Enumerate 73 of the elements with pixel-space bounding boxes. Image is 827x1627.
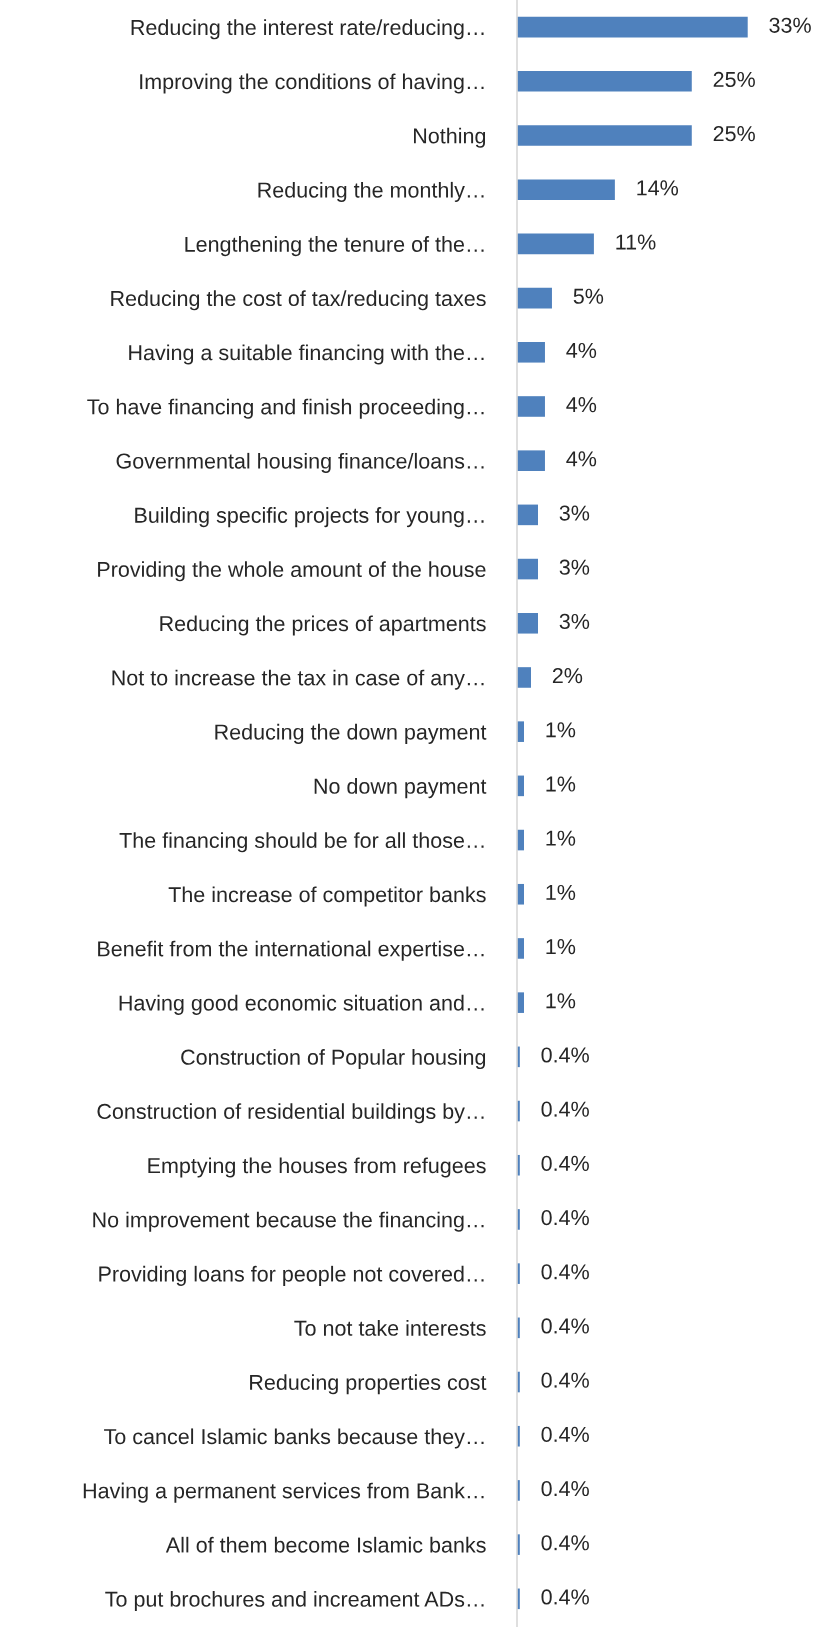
data-label: 0.4% bbox=[541, 1426, 589, 1442]
y-tick-label: No improvement because the financing… bbox=[93, 1211, 484, 1232]
data-label: 3% bbox=[559, 613, 590, 630]
y-tick-label: Having a permanent services from Bank… bbox=[83, 1482, 484, 1503]
data-label: 3% bbox=[559, 505, 590, 521]
y-tick-label: Reducing properties cost bbox=[250, 1374, 487, 1395]
bar bbox=[517, 179, 615, 200]
y-tick-label: Reducing the cost of tax/reducing taxes bbox=[111, 290, 486, 311]
bar bbox=[517, 287, 552, 309]
data-label: 1% bbox=[546, 776, 576, 792]
bar bbox=[517, 125, 692, 146]
bar bbox=[517, 504, 538, 526]
y-tick-label: Lengthening the tenure of the… bbox=[185, 236, 484, 257]
data-label: 4% bbox=[566, 397, 597, 413]
y-tick-label: Emptying the houses from refugees bbox=[148, 1157, 486, 1178]
y-tick-label: Having good economic situation and… bbox=[119, 994, 484, 1015]
y-tick-label: To put brochures and increament ADs… bbox=[105, 1591, 484, 1612]
data-label: 0.4% bbox=[541, 1047, 589, 1063]
y-tick-label: Governmental housing finance/loans… bbox=[116, 452, 484, 473]
y-tick-label: Construction of residential buildings by… bbox=[97, 1103, 484, 1124]
y-tick-label: The financing should be for all those… bbox=[119, 832, 484, 853]
data-label: 0.4% bbox=[541, 1372, 589, 1388]
y-tick-label: Providing loans for people not covered… bbox=[99, 1265, 484, 1286]
y-tick-label: To not take interests bbox=[294, 1320, 486, 1336]
bar bbox=[517, 612, 538, 634]
y-tick-label: Reducing the interest rate/reducing… bbox=[131, 19, 484, 40]
data-label: 0.4% bbox=[541, 1155, 589, 1172]
y-tick-label: Construction of Popular housing bbox=[181, 1049, 486, 1070]
y-tick-label: Improving the conditions of having… bbox=[140, 73, 484, 94]
bar bbox=[517, 16, 748, 38]
data-label: 3% bbox=[559, 559, 590, 575]
y-tick-label: To cancel Islamic banks because they… bbox=[104, 1428, 484, 1449]
y-tick-label: Nothing bbox=[414, 127, 486, 148]
data-label: 25% bbox=[713, 126, 755, 142]
y-tick-label: The increase of competitor banks bbox=[168, 886, 486, 907]
bar bbox=[517, 558, 538, 580]
bar bbox=[517, 450, 545, 471]
bar bbox=[517, 341, 545, 363]
data-label: 14% bbox=[637, 180, 679, 196]
data-label: 1% bbox=[546, 939, 576, 955]
data-label: 0.4% bbox=[541, 1480, 589, 1497]
y-tick-label: Having a suitable financing with the… bbox=[129, 344, 484, 365]
data-label: 1% bbox=[546, 722, 576, 738]
data-label: 0.4% bbox=[541, 1264, 589, 1280]
bar bbox=[517, 396, 545, 417]
data-label: 11% bbox=[616, 234, 656, 250]
y-tick-label: Building specific projects for young… bbox=[135, 507, 484, 528]
data-label: 0.4% bbox=[541, 1535, 589, 1551]
y-tick-label: To have financing and finish proceeding… bbox=[87, 398, 484, 419]
data-label: 0.4% bbox=[541, 1209, 589, 1226]
data-label: 0.4% bbox=[541, 1589, 589, 1605]
data-label: 1% bbox=[546, 830, 576, 846]
data-label: 1% bbox=[546, 993, 576, 1009]
data-label: 2% bbox=[552, 668, 583, 684]
y-tick-label: No down payment bbox=[314, 778, 487, 799]
y-tick-label: Reducing the prices of apartments bbox=[160, 615, 486, 636]
y-tick-label: Not to increase the tax in case of any… bbox=[112, 669, 484, 690]
y-tick-label: Reducing the down payment bbox=[215, 723, 487, 744]
data-label: 4% bbox=[566, 451, 597, 467]
data-label: 0.4% bbox=[541, 1318, 589, 1334]
y-tick-label: Benefit from the international expertise… bbox=[98, 940, 484, 961]
data-label: 1% bbox=[546, 884, 576, 900]
data-label: 0.4% bbox=[541, 1101, 589, 1117]
y-tick-label: All of them become Islamic banks bbox=[165, 1536, 486, 1553]
data-label: 4% bbox=[566, 342, 597, 358]
y-tick-label: Providing the whole amount of the house bbox=[98, 561, 486, 582]
bar bbox=[517, 233, 594, 255]
bar bbox=[517, 71, 692, 92]
bar bbox=[517, 667, 531, 688]
data-label: 33% bbox=[769, 17, 811, 33]
data-label: 25% bbox=[713, 71, 755, 88]
data-label: 5% bbox=[573, 288, 604, 304]
y-tick-label: Reducing the monthly… bbox=[258, 181, 484, 202]
